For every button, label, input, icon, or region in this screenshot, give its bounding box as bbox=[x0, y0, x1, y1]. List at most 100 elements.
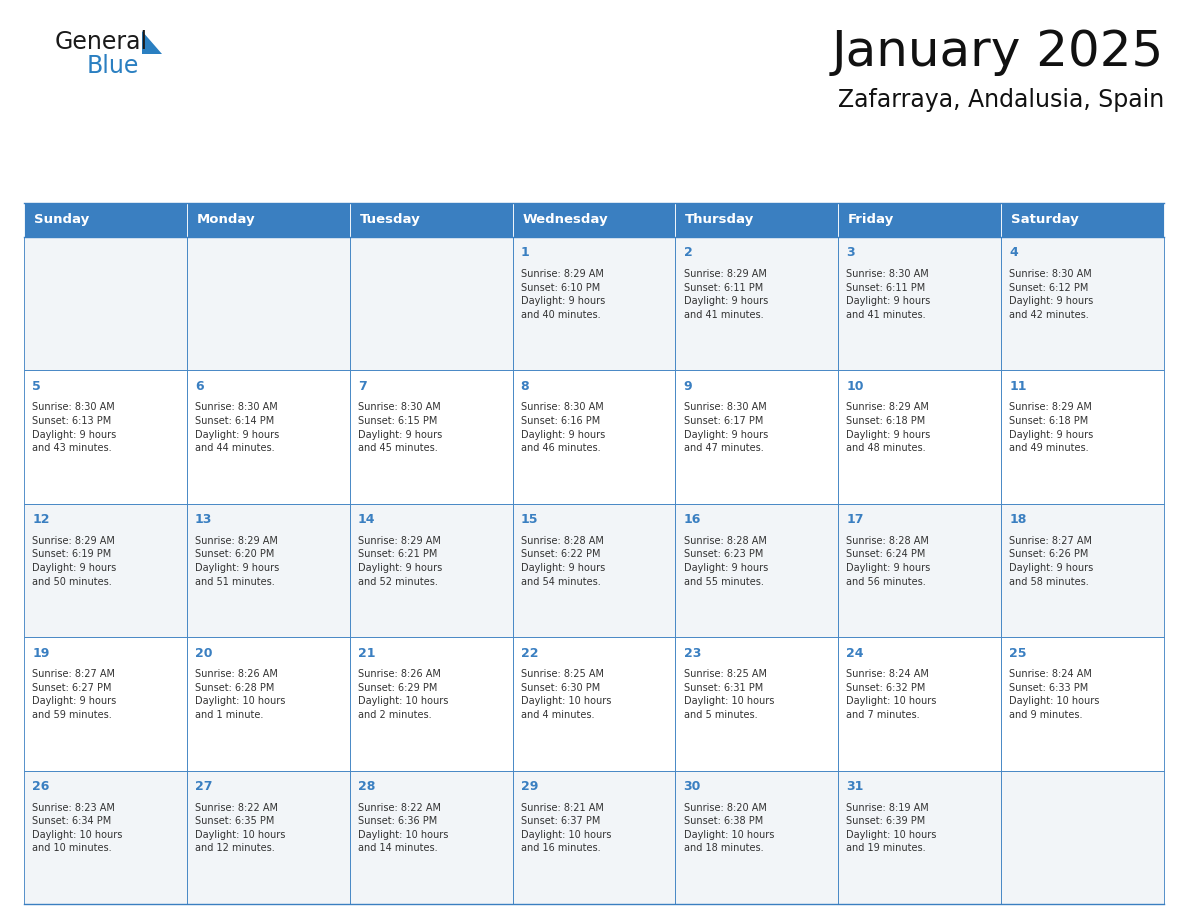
Bar bbox=[187, 203, 349, 237]
Bar bbox=[1001, 637, 1164, 770]
Text: Sunrise: 8:25 AM
Sunset: 6:30 PM
Daylight: 10 hours
and 4 minutes.: Sunrise: 8:25 AM Sunset: 6:30 PM Dayligh… bbox=[520, 669, 611, 720]
Bar bbox=[676, 770, 839, 904]
Text: 26: 26 bbox=[32, 780, 50, 793]
Bar bbox=[512, 504, 676, 637]
Bar bbox=[349, 203, 512, 237]
Text: 18: 18 bbox=[1010, 513, 1026, 526]
Bar bbox=[676, 203, 839, 237]
Bar bbox=[839, 504, 1001, 637]
Text: Sunrise: 8:29 AM
Sunset: 6:11 PM
Daylight: 9 hours
and 41 minutes.: Sunrise: 8:29 AM Sunset: 6:11 PM Dayligh… bbox=[683, 269, 767, 319]
Text: Thursday: Thursday bbox=[685, 214, 754, 227]
Text: Sunrise: 8:24 AM
Sunset: 6:32 PM
Daylight: 10 hours
and 7 minutes.: Sunrise: 8:24 AM Sunset: 6:32 PM Dayligh… bbox=[846, 669, 937, 720]
Bar bbox=[349, 370, 512, 504]
Bar bbox=[187, 770, 349, 904]
Bar bbox=[676, 637, 839, 770]
Text: Sunrise: 8:28 AM
Sunset: 6:24 PM
Daylight: 9 hours
and 56 minutes.: Sunrise: 8:28 AM Sunset: 6:24 PM Dayligh… bbox=[846, 536, 930, 587]
Text: Sunrise: 8:19 AM
Sunset: 6:39 PM
Daylight: 10 hours
and 19 minutes.: Sunrise: 8:19 AM Sunset: 6:39 PM Dayligh… bbox=[846, 802, 937, 854]
Bar bbox=[512, 237, 676, 370]
Text: Sunrise: 8:29 AM
Sunset: 6:10 PM
Daylight: 9 hours
and 40 minutes.: Sunrise: 8:29 AM Sunset: 6:10 PM Dayligh… bbox=[520, 269, 605, 319]
Text: Sunrise: 8:30 AM
Sunset: 6:11 PM
Daylight: 9 hours
and 41 minutes.: Sunrise: 8:30 AM Sunset: 6:11 PM Dayligh… bbox=[846, 269, 930, 319]
Bar bbox=[839, 203, 1001, 237]
Text: Sunrise: 8:30 AM
Sunset: 6:12 PM
Daylight: 9 hours
and 42 minutes.: Sunrise: 8:30 AM Sunset: 6:12 PM Dayligh… bbox=[1010, 269, 1093, 319]
Text: 5: 5 bbox=[32, 380, 40, 393]
Text: Sunrise: 8:27 AM
Sunset: 6:26 PM
Daylight: 9 hours
and 58 minutes.: Sunrise: 8:27 AM Sunset: 6:26 PM Dayligh… bbox=[1010, 536, 1093, 587]
Text: 1: 1 bbox=[520, 246, 530, 260]
Bar bbox=[24, 237, 187, 370]
Text: 22: 22 bbox=[520, 646, 538, 659]
Text: 24: 24 bbox=[846, 646, 864, 659]
Text: 23: 23 bbox=[683, 646, 701, 659]
Text: Sunrise: 8:28 AM
Sunset: 6:22 PM
Daylight: 9 hours
and 54 minutes.: Sunrise: 8:28 AM Sunset: 6:22 PM Dayligh… bbox=[520, 536, 605, 587]
Bar bbox=[676, 504, 839, 637]
Text: Sunrise: 8:22 AM
Sunset: 6:35 PM
Daylight: 10 hours
and 12 minutes.: Sunrise: 8:22 AM Sunset: 6:35 PM Dayligh… bbox=[195, 802, 285, 854]
Bar bbox=[512, 370, 676, 504]
Bar bbox=[839, 770, 1001, 904]
Text: Sunday: Sunday bbox=[33, 214, 89, 227]
Text: Friday: Friday bbox=[848, 214, 895, 227]
Text: 14: 14 bbox=[358, 513, 375, 526]
Text: 27: 27 bbox=[195, 780, 213, 793]
Bar bbox=[676, 370, 839, 504]
Bar bbox=[349, 504, 512, 637]
Text: 21: 21 bbox=[358, 646, 375, 659]
Bar bbox=[1001, 237, 1164, 370]
Bar bbox=[24, 203, 187, 237]
Text: 12: 12 bbox=[32, 513, 50, 526]
Text: General: General bbox=[55, 30, 148, 54]
Text: January 2025: January 2025 bbox=[832, 28, 1164, 76]
Bar bbox=[512, 770, 676, 904]
Text: Sunrise: 8:30 AM
Sunset: 6:17 PM
Daylight: 9 hours
and 47 minutes.: Sunrise: 8:30 AM Sunset: 6:17 PM Dayligh… bbox=[683, 402, 767, 453]
Text: 7: 7 bbox=[358, 380, 367, 393]
Text: 20: 20 bbox=[195, 646, 213, 659]
Bar bbox=[1001, 770, 1164, 904]
Bar bbox=[512, 203, 676, 237]
Text: Sunrise: 8:29 AM
Sunset: 6:20 PM
Daylight: 9 hours
and 51 minutes.: Sunrise: 8:29 AM Sunset: 6:20 PM Dayligh… bbox=[195, 536, 279, 587]
Text: Sunrise: 8:26 AM
Sunset: 6:29 PM
Daylight: 10 hours
and 2 minutes.: Sunrise: 8:26 AM Sunset: 6:29 PM Dayligh… bbox=[358, 669, 448, 720]
Text: Sunrise: 8:28 AM
Sunset: 6:23 PM
Daylight: 9 hours
and 55 minutes.: Sunrise: 8:28 AM Sunset: 6:23 PM Dayligh… bbox=[683, 536, 767, 587]
Text: 4: 4 bbox=[1010, 246, 1018, 260]
Bar bbox=[187, 504, 349, 637]
Text: Sunrise: 8:24 AM
Sunset: 6:33 PM
Daylight: 10 hours
and 9 minutes.: Sunrise: 8:24 AM Sunset: 6:33 PM Dayligh… bbox=[1010, 669, 1100, 720]
Text: 17: 17 bbox=[846, 513, 864, 526]
Text: 31: 31 bbox=[846, 780, 864, 793]
Bar bbox=[187, 370, 349, 504]
Text: Sunrise: 8:29 AM
Sunset: 6:18 PM
Daylight: 9 hours
and 49 minutes.: Sunrise: 8:29 AM Sunset: 6:18 PM Dayligh… bbox=[1010, 402, 1093, 453]
Text: Sunrise: 8:30 AM
Sunset: 6:16 PM
Daylight: 9 hours
and 46 minutes.: Sunrise: 8:30 AM Sunset: 6:16 PM Dayligh… bbox=[520, 402, 605, 453]
Text: Sunrise: 8:29 AM
Sunset: 6:19 PM
Daylight: 9 hours
and 50 minutes.: Sunrise: 8:29 AM Sunset: 6:19 PM Dayligh… bbox=[32, 536, 116, 587]
Text: 9: 9 bbox=[683, 380, 693, 393]
Text: 2: 2 bbox=[683, 246, 693, 260]
Text: 29: 29 bbox=[520, 780, 538, 793]
Text: 3: 3 bbox=[846, 246, 855, 260]
Text: 16: 16 bbox=[683, 513, 701, 526]
Bar bbox=[676, 237, 839, 370]
Text: Blue: Blue bbox=[87, 54, 139, 78]
Text: 13: 13 bbox=[195, 513, 213, 526]
Text: Sunrise: 8:20 AM
Sunset: 6:38 PM
Daylight: 10 hours
and 18 minutes.: Sunrise: 8:20 AM Sunset: 6:38 PM Dayligh… bbox=[683, 802, 773, 854]
Text: 19: 19 bbox=[32, 646, 50, 659]
Polygon shape bbox=[143, 31, 162, 54]
Text: Sunrise: 8:26 AM
Sunset: 6:28 PM
Daylight: 10 hours
and 1 minute.: Sunrise: 8:26 AM Sunset: 6:28 PM Dayligh… bbox=[195, 669, 285, 720]
Text: 10: 10 bbox=[846, 380, 864, 393]
Text: Sunrise: 8:29 AM
Sunset: 6:21 PM
Daylight: 9 hours
and 52 minutes.: Sunrise: 8:29 AM Sunset: 6:21 PM Dayligh… bbox=[358, 536, 442, 587]
Bar bbox=[839, 637, 1001, 770]
Bar bbox=[839, 237, 1001, 370]
Text: 8: 8 bbox=[520, 380, 530, 393]
Bar bbox=[24, 370, 187, 504]
Text: 28: 28 bbox=[358, 780, 375, 793]
Text: 15: 15 bbox=[520, 513, 538, 526]
Bar bbox=[24, 770, 187, 904]
Text: 25: 25 bbox=[1010, 646, 1026, 659]
Text: Sunrise: 8:30 AM
Sunset: 6:13 PM
Daylight: 9 hours
and 43 minutes.: Sunrise: 8:30 AM Sunset: 6:13 PM Dayligh… bbox=[32, 402, 116, 453]
Text: Wednesday: Wednesday bbox=[523, 214, 608, 227]
Bar bbox=[839, 370, 1001, 504]
Text: Sunrise: 8:29 AM
Sunset: 6:18 PM
Daylight: 9 hours
and 48 minutes.: Sunrise: 8:29 AM Sunset: 6:18 PM Dayligh… bbox=[846, 402, 930, 453]
Text: Sunrise: 8:30 AM
Sunset: 6:14 PM
Daylight: 9 hours
and 44 minutes.: Sunrise: 8:30 AM Sunset: 6:14 PM Dayligh… bbox=[195, 402, 279, 453]
Text: Saturday: Saturday bbox=[1011, 214, 1079, 227]
Text: Sunrise: 8:22 AM
Sunset: 6:36 PM
Daylight: 10 hours
and 14 minutes.: Sunrise: 8:22 AM Sunset: 6:36 PM Dayligh… bbox=[358, 802, 448, 854]
Bar bbox=[1001, 370, 1164, 504]
Bar bbox=[24, 637, 187, 770]
Bar bbox=[187, 637, 349, 770]
Text: Sunrise: 8:30 AM
Sunset: 6:15 PM
Daylight: 9 hours
and 45 minutes.: Sunrise: 8:30 AM Sunset: 6:15 PM Dayligh… bbox=[358, 402, 442, 453]
Text: Monday: Monday bbox=[197, 214, 255, 227]
Bar bbox=[349, 770, 512, 904]
